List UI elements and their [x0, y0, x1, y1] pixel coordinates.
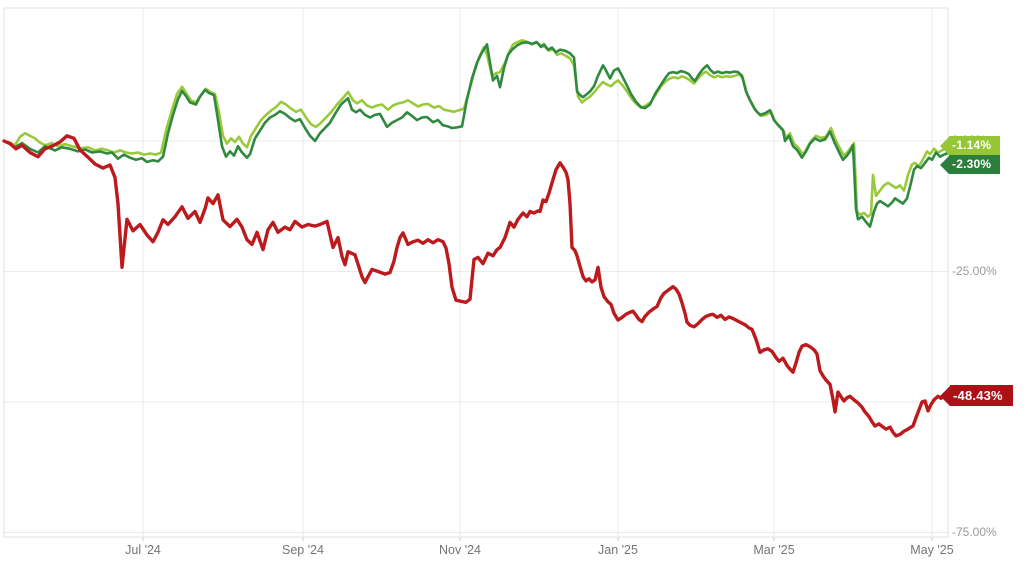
x-axis-label: Sep '24 — [281, 543, 325, 557]
last-value-badge-dark-green: -2.30% — [940, 155, 1001, 174]
last-value-badge-red: -48.43% — [940, 385, 1013, 406]
badge-arrow-icon — [940, 136, 949, 155]
x-axis-label: May '25 — [910, 543, 954, 557]
x-axis-label: Jul '24 — [125, 543, 161, 557]
last-value-badge-light-green: -1.14% — [940, 136, 1001, 155]
badge-value: -2.30% — [949, 155, 1001, 174]
x-axis-label: Nov '24 — [439, 543, 481, 557]
badge-arrow-icon — [940, 385, 950, 406]
badge-value: -1.14% — [949, 136, 1001, 155]
x-axis-label: Jan '25 — [598, 543, 638, 557]
y-axis-label: -25.00% — [952, 263, 997, 278]
x-axis-label: Mar '25 — [753, 543, 795, 557]
y-axis-label: -75.00% — [952, 524, 997, 539]
badge-arrow-icon — [940, 155, 949, 174]
badge-value: -48.43% — [950, 385, 1013, 406]
